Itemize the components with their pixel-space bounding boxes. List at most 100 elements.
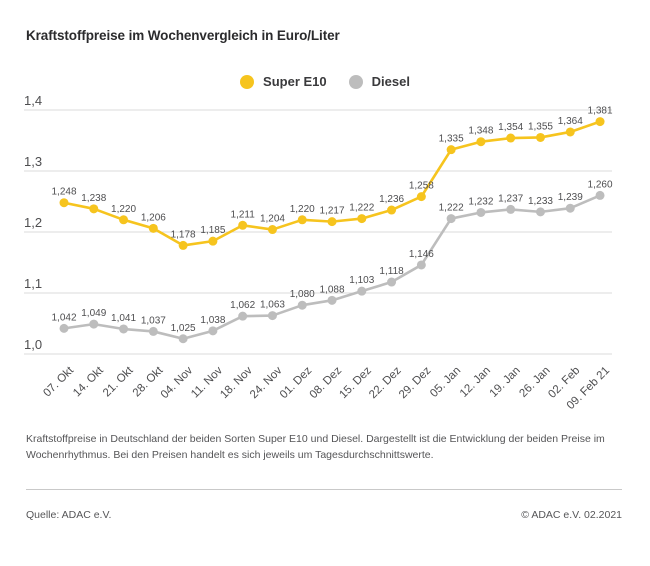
data-point-label: 1,062 xyxy=(230,300,255,311)
data-point-marker xyxy=(238,311,248,321)
x-tick-label: 21. Okt xyxy=(101,364,136,399)
data-point-marker xyxy=(535,207,545,217)
x-tick-label: 09. Feb 21 xyxy=(565,365,612,412)
data-point-marker xyxy=(59,323,69,333)
data-point-label: 1,348 xyxy=(468,126,493,137)
x-tick-label: 01. Dez xyxy=(278,364,315,401)
chart-title: Kraftstoffpreise im Wochenvergleich in E… xyxy=(26,28,340,43)
data-point-marker xyxy=(119,324,129,334)
data-point-marker xyxy=(119,215,129,225)
x-tick-label: 08. Dez xyxy=(308,364,345,401)
data-point-label: 1,146 xyxy=(409,249,434,260)
data-point-label: 1,037 xyxy=(141,315,166,326)
data-point-label: 1,049 xyxy=(81,308,106,319)
x-tick-label: 14. Okt xyxy=(71,364,106,399)
data-point-label: 1,364 xyxy=(558,116,583,127)
data-point-label: 1,088 xyxy=(320,284,345,295)
data-point-label: 1,335 xyxy=(439,134,464,145)
data-point-label: 1,232 xyxy=(468,196,493,207)
data-point-marker xyxy=(535,132,545,142)
data-point-label: 1,239 xyxy=(558,192,583,203)
series-super-e10: 1,248 1,238 1,220 1,206 1,178 1,185 1,211 1,204… xyxy=(51,106,613,250)
data-point-label: 1,038 xyxy=(200,315,225,326)
y-tick-label: 1,3 xyxy=(24,154,42,169)
data-point-marker xyxy=(476,137,486,147)
x-tick-label: 26. Jan xyxy=(517,365,552,400)
data-point-label: 1,118 xyxy=(379,266,404,277)
data-point-marker xyxy=(267,311,277,321)
x-tick-label: 19. Jan xyxy=(488,365,523,400)
data-point-marker xyxy=(357,214,367,224)
chart-description: Kraftstoffpreise in Deutschland der beid… xyxy=(26,433,605,462)
data-point-label: 1,204 xyxy=(260,214,285,225)
data-point-label: 1,042 xyxy=(51,312,76,323)
data-point-label: 1,103 xyxy=(349,275,374,286)
data-point-label: 1,185 xyxy=(200,225,225,236)
x-tick-label: 04. Nov xyxy=(159,364,196,401)
y-tick-label: 1,0 xyxy=(24,337,42,352)
data-point-label: 1,237 xyxy=(498,193,523,204)
data-point-label: 1,217 xyxy=(320,206,345,217)
x-tick-label: 07. Okt xyxy=(41,364,76,399)
data-point-label: 1,258 xyxy=(409,181,434,192)
data-point-marker xyxy=(416,260,426,270)
data-point-marker xyxy=(446,214,456,224)
data-point-marker xyxy=(178,334,188,344)
data-point-marker xyxy=(357,286,367,296)
data-point-label: 1,220 xyxy=(290,204,315,215)
data-point-marker xyxy=(506,133,516,143)
data-point-marker xyxy=(238,220,248,230)
data-point-marker xyxy=(178,240,188,250)
data-point-label: 1,238 xyxy=(81,193,106,204)
data-point-label: 1,260 xyxy=(588,179,613,190)
data-point-label: 1,248 xyxy=(51,187,76,198)
legend-item-diesel: Diesel xyxy=(348,74,410,89)
data-point-marker xyxy=(595,190,605,200)
x-tick-label: 15. Dez xyxy=(337,364,374,401)
data-point-marker xyxy=(327,217,337,227)
footer-row: Quelle: ADAC e.V. © ADAC e.V. 02.2021 xyxy=(26,509,622,521)
copyright-label: © ADAC e.V. 02.2021 xyxy=(521,509,622,521)
series-line-diesel xyxy=(63,194,601,341)
legend-label-super-e10: Super E10 xyxy=(263,74,327,89)
data-point-label: 1,178 xyxy=(171,229,196,240)
x-tick-label: 11. Nov xyxy=(189,364,225,400)
data-point-label: 1,211 xyxy=(231,209,256,220)
data-point-label: 1,206 xyxy=(141,212,166,223)
data-point-marker xyxy=(297,215,307,225)
legend-label-diesel: Diesel xyxy=(371,74,410,89)
data-point-label: 1,381 xyxy=(588,106,613,117)
series-line-super-e10 xyxy=(63,120,601,247)
chart-legend: Super E10 Diesel xyxy=(0,74,650,89)
data-point-marker xyxy=(89,204,99,214)
data-point-marker xyxy=(148,223,158,233)
data-point-label: 1,236 xyxy=(379,194,404,205)
data-point-marker xyxy=(387,277,397,287)
data-point-label: 1,025 xyxy=(171,323,196,334)
footer-divider xyxy=(26,489,622,490)
data-point-marker xyxy=(327,295,337,305)
data-point-label: 1,041 xyxy=(111,313,136,324)
data-point-label: 1,220 xyxy=(111,204,136,215)
x-tick-label: 18. Nov xyxy=(218,364,255,401)
data-point-label: 1,354 xyxy=(498,122,523,133)
legend-dot-super-e10 xyxy=(240,74,255,89)
data-point-marker xyxy=(506,204,516,214)
y-tick-label: 1,4 xyxy=(24,93,42,108)
data-point-marker xyxy=(297,300,307,310)
data-point-marker xyxy=(267,225,277,235)
legend-dot-diesel xyxy=(348,74,363,89)
x-tick-label: 22. Dez xyxy=(367,364,404,401)
y-tick-label: 1,1 xyxy=(24,276,42,291)
x-tick-label: 28. Okt xyxy=(131,364,166,399)
data-point-label: 1,355 xyxy=(528,121,553,132)
data-point-marker xyxy=(208,326,218,336)
data-point-marker xyxy=(59,198,69,208)
data-point-marker xyxy=(476,207,486,217)
x-tick-label: 12. Jan xyxy=(458,365,493,400)
x-tick-label: 05. Jan xyxy=(428,365,463,400)
data-point-marker xyxy=(595,117,605,127)
y-tick-label: 1,2 xyxy=(24,215,42,230)
data-point-label: 1,063 xyxy=(260,300,285,311)
